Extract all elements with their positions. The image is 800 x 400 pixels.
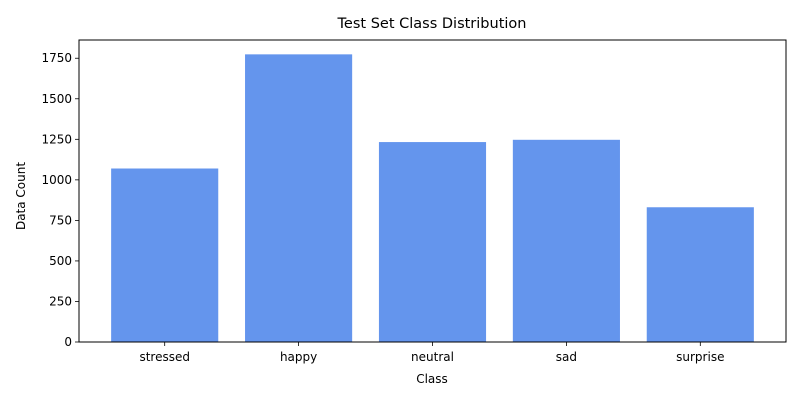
chart-title: Test Set Class Distribution bbox=[337, 16, 527, 32]
bar-sad bbox=[512, 139, 620, 342]
x-axis-label: Class bbox=[416, 372, 448, 386]
plot-frame bbox=[78, 39, 787, 343]
x-axis-ticks: stressed happy neutral sad surprise bbox=[139, 342, 724, 364]
y-tick-label: 1750 bbox=[41, 51, 72, 65]
x-tick-label: sad bbox=[556, 350, 577, 364]
y-axis-label: Data Count bbox=[14, 162, 28, 230]
bar-happy bbox=[245, 54, 353, 342]
bars-group bbox=[111, 54, 754, 342]
y-tick-label: 0 bbox=[64, 335, 72, 349]
y-axis-ticks: 0 250 500 750 1000 1250 1500 1750 bbox=[41, 51, 79, 349]
x-tick-label: happy bbox=[280, 350, 317, 364]
bar-neutral bbox=[378, 142, 487, 342]
y-tick-label: 250 bbox=[49, 294, 72, 308]
y-tick-label: 1500 bbox=[41, 92, 72, 106]
y-tick-label: 1250 bbox=[41, 132, 72, 146]
y-tick-label: 500 bbox=[49, 254, 72, 268]
x-tick-label: neutral bbox=[411, 350, 454, 364]
bar-stressed bbox=[111, 168, 219, 342]
y-tick-label: 1000 bbox=[41, 173, 72, 187]
y-tick-label: 750 bbox=[49, 213, 72, 227]
bar-surprise bbox=[646, 207, 754, 342]
x-tick-label: stressed bbox=[139, 350, 190, 364]
x-tick-label: surprise bbox=[676, 350, 724, 364]
